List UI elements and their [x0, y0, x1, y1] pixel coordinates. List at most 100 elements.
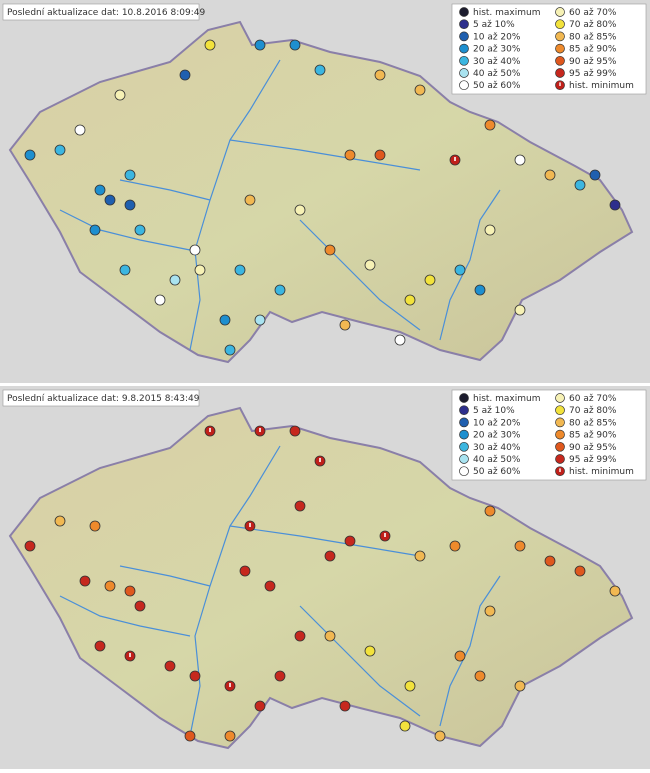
legend-marker — [459, 454, 469, 464]
river — [119, 565, 211, 587]
legend-marker — [555, 31, 565, 42]
station-dot — [74, 124, 86, 136]
legend-label: 95 až 99% — [569, 455, 617, 465]
station-dot — [54, 144, 66, 156]
station-dot — [124, 169, 136, 181]
legend-label: 5 až 10% — [473, 406, 515, 416]
minimum-icon — [259, 428, 261, 432]
map-panel: Poslední aktualizace dat: 10.8.2016 8:09… — [0, 0, 650, 383]
legend-label: 20 až 30% — [473, 45, 521, 55]
legend-label: 60 až 70% — [569, 8, 617, 18]
legend-label: 50 až 60% — [473, 467, 521, 477]
station-dot — [104, 580, 116, 592]
station-dot — [254, 700, 266, 712]
river — [229, 525, 421, 557]
station-dot — [414, 550, 426, 562]
legend-marker — [459, 441, 469, 452]
station-dot — [609, 199, 621, 211]
station-dot — [184, 730, 196, 742]
station-dot — [374, 69, 386, 81]
river — [229, 139, 421, 171]
legend-label: 5 až 10% — [473, 20, 515, 30]
legend-marker — [555, 454, 565, 464]
legend-label: 30 až 40% — [473, 443, 521, 453]
station-dot — [239, 565, 251, 577]
legend-label: 90 až 95% — [569, 57, 617, 67]
legend-marker — [555, 393, 565, 403]
legend-marker — [459, 80, 469, 91]
legend-label: 50 až 60% — [473, 81, 521, 91]
station-dot — [294, 204, 306, 216]
legend-label: 10 až 20% — [473, 418, 521, 428]
legend-marker — [459, 405, 469, 416]
station-dot — [324, 244, 336, 256]
legend-marker — [459, 19, 469, 30]
station-dot — [454, 650, 466, 662]
station-dot — [474, 670, 486, 682]
minimum-icon — [384, 533, 386, 537]
station-dot — [424, 274, 436, 286]
station-dot — [484, 605, 496, 617]
legend-marker — [555, 55, 565, 66]
station-dot — [289, 425, 301, 437]
station-dot — [24, 149, 36, 161]
station-dot — [544, 555, 556, 567]
legend-marker — [555, 43, 565, 54]
minimum-icon — [454, 157, 456, 161]
station-dot — [114, 89, 126, 101]
legend-label: 95 až 99% — [569, 69, 617, 79]
legend-label: 40 až 50% — [473, 455, 521, 465]
station-dot — [474, 284, 486, 296]
legend-marker — [459, 466, 469, 477]
station-dot — [189, 244, 201, 256]
station-dot — [169, 274, 181, 286]
legend-marker — [459, 43, 469, 54]
legend-label: hist. maximum — [473, 8, 541, 18]
legend-marker — [459, 429, 469, 440]
station-dot — [454, 264, 466, 276]
legend-label: 70 až 80% — [569, 20, 617, 30]
station-dot — [484, 119, 496, 131]
station-dot — [89, 520, 101, 532]
station-dot — [219, 314, 231, 326]
legend-label: hist. minimum — [569, 467, 634, 477]
station-dot — [134, 600, 146, 612]
station-dot — [294, 500, 306, 512]
station-dot — [104, 194, 116, 206]
station-dot — [449, 540, 461, 552]
station-dot — [264, 580, 276, 592]
legend-marker — [459, 417, 469, 428]
legend-marker — [555, 68, 565, 78]
station-dot — [289, 39, 301, 51]
river — [439, 189, 501, 341]
station-dot — [254, 39, 266, 51]
station-dot — [274, 284, 286, 296]
legend-marker — [555, 429, 565, 440]
legend-minimum-icon — [559, 82, 561, 86]
station-dot — [164, 660, 176, 672]
station-dot — [274, 670, 286, 682]
timestamp-box — [2, 3, 200, 21]
legend-marker — [459, 393, 469, 403]
station-dot — [484, 505, 496, 517]
timestamp: Poslední aktualizace dat: 9.8.2015 8:43:… — [7, 394, 200, 404]
country-shape — [8, 20, 634, 364]
legend-label: 60 až 70% — [569, 394, 617, 404]
minimum-icon — [209, 428, 211, 432]
minimum-icon — [229, 683, 231, 687]
legend-marker — [555, 19, 565, 30]
station-dot — [314, 64, 326, 76]
station-dot — [224, 730, 236, 742]
minimum-icon — [249, 523, 251, 527]
timestamp-box — [2, 389, 200, 407]
station-dot — [124, 585, 136, 597]
minimum-icon — [319, 458, 321, 462]
station-dot — [344, 149, 356, 161]
timestamp: Poslední aktualizace dat: 10.8.2016 8:09… — [7, 8, 205, 18]
station-dot — [134, 224, 146, 236]
minimum-icon — [129, 653, 131, 657]
station-dot — [179, 69, 191, 81]
legend-label: 80 až 85% — [569, 418, 617, 428]
station-dot — [94, 184, 106, 196]
